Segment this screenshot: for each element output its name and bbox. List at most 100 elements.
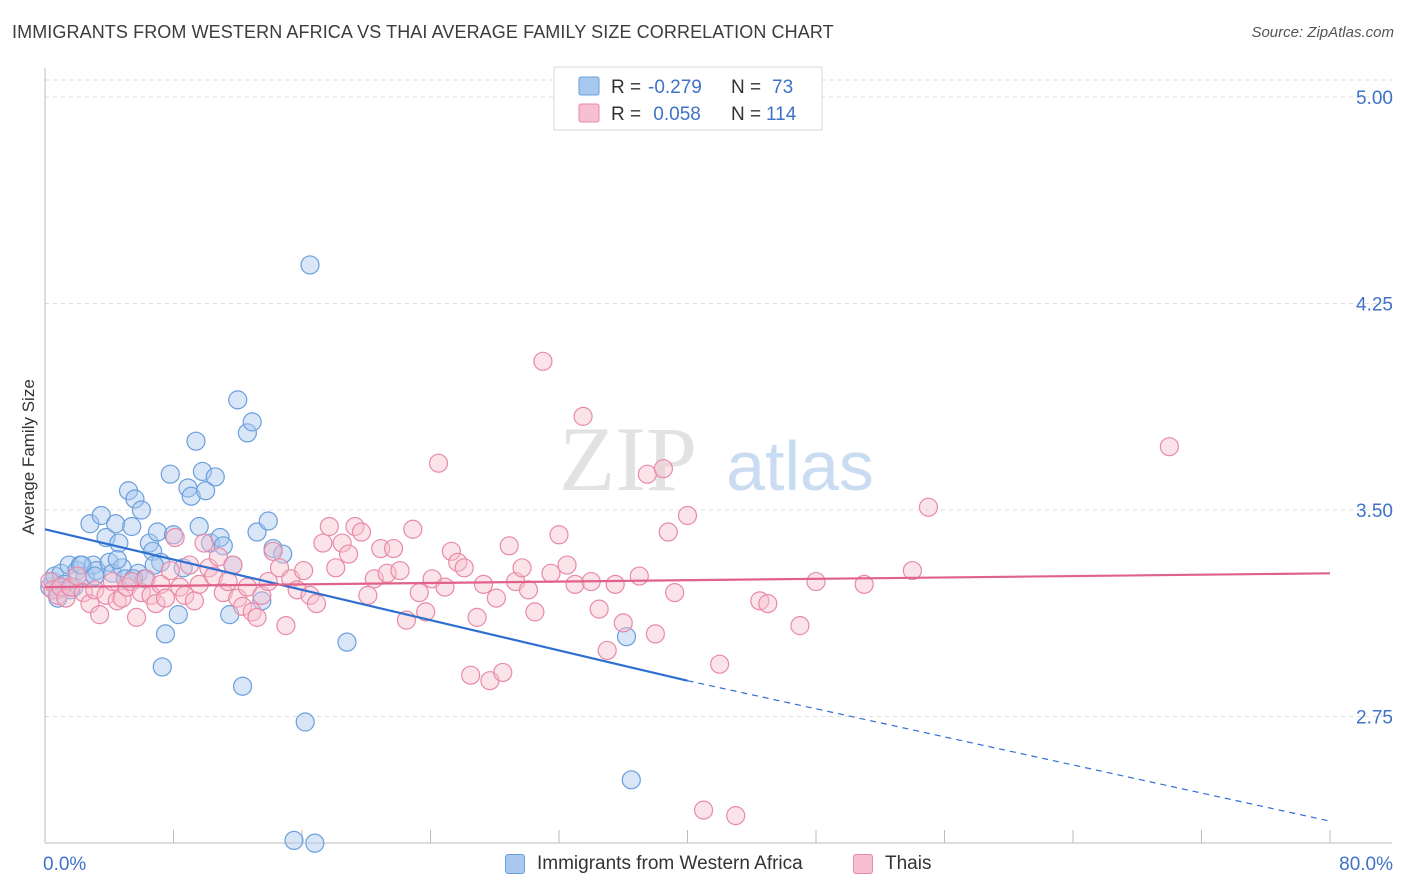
data-point-thais <box>557 555 577 575</box>
data-point-thais <box>146 594 166 614</box>
legend-n-label-pink: N = <box>731 104 761 125</box>
trend-lines <box>44 528 1331 822</box>
legend-n-value-pink: 114 <box>766 104 797 125</box>
data-point-thais <box>658 522 678 542</box>
data-point-thais <box>790 616 810 636</box>
data-point-western-africa <box>168 605 188 625</box>
data-point-thais <box>677 505 698 526</box>
data-point-thais <box>549 525 569 545</box>
data-point-thais <box>467 607 487 627</box>
data-point-western-africa <box>106 514 126 534</box>
data-point-thais <box>338 544 359 564</box>
data-point-thais <box>208 547 229 567</box>
y-tick-labels: 2.75 3.50 4.25 5.00 <box>1356 88 1393 729</box>
data-point-thais <box>319 516 339 537</box>
data-point-thais <box>565 574 585 594</box>
data-point-western-africa <box>186 431 206 451</box>
data-point-thais <box>155 588 176 608</box>
data-point-western-africa <box>228 390 248 410</box>
chart-title: IMMIGRANTS FROM WESTERN AFRICA VS THAI A… <box>12 22 834 42</box>
data-point-thais <box>90 605 110 625</box>
data-point-thais <box>533 351 553 371</box>
data-point-western-africa <box>147 522 168 542</box>
series-legend: Immigrants from Western Africa Thais <box>0 850 1406 880</box>
data-point-thais <box>645 624 665 644</box>
data-point-western-africa <box>131 500 151 520</box>
legend-item-western-africa: Immigrants from Western Africa <box>505 853 803 875</box>
data-point-western-africa <box>205 467 225 487</box>
data-point-thais <box>213 582 233 603</box>
data-point-thais <box>693 800 714 820</box>
data-point-western-africa <box>242 412 262 432</box>
data-point-thais <box>597 640 617 661</box>
data-point-thais <box>383 538 404 559</box>
legend-r-label-blue: R = <box>611 77 641 98</box>
data-point-thais <box>67 566 87 586</box>
data-point-thais <box>493 662 513 683</box>
x-tick-labels: 0.0% 80.0% <box>43 854 1393 875</box>
data-point-thais <box>589 599 609 619</box>
data-point-thais <box>525 602 545 622</box>
legend-label-western-africa: Immigrants from Western Africa <box>537 853 803 874</box>
y-tick-label: 5.00 <box>1356 88 1393 109</box>
data-point-thais <box>390 560 410 581</box>
data-point-thais <box>85 580 105 600</box>
legend-r-value-blue: -0.279 <box>648 77 702 98</box>
data-point-thais <box>294 560 314 581</box>
data-point-thais <box>726 806 746 826</box>
data-point-western-africa <box>305 833 325 853</box>
data-point-thais <box>403 519 423 539</box>
legend-item-thais: Thais <box>853 853 931 875</box>
data-point-thais <box>247 607 267 627</box>
data-point-thais <box>428 453 449 473</box>
data-point-thais <box>541 563 561 583</box>
data-point-thais <box>160 560 180 581</box>
data-point-western-africa <box>107 549 127 570</box>
data-point-western-africa <box>155 624 176 644</box>
trend-line-western-africa <box>44 528 688 682</box>
data-point-thais <box>126 607 147 627</box>
data-point-thais <box>518 580 539 600</box>
data-point-western-africa <box>284 830 304 851</box>
data-point-thais <box>416 602 436 622</box>
data-point-thais <box>473 574 494 594</box>
data-point-thais <box>461 665 481 685</box>
watermark-atlas: atlas <box>726 427 874 505</box>
data-point-thais <box>665 582 685 603</box>
data-point-western-africa <box>300 255 320 275</box>
legend-r-value-pink: 0.058 <box>648 104 701 125</box>
data-point-thais <box>629 566 649 586</box>
data-point-western-africa <box>109 533 129 553</box>
data-point-thais <box>73 582 94 603</box>
data-point-thais <box>184 591 204 611</box>
legend-swatch-western-africa <box>505 854 525 874</box>
data-point-thais <box>486 588 506 608</box>
data-point-thais <box>165 527 185 548</box>
data-point-western-africa <box>181 486 201 506</box>
data-point-western-africa <box>258 511 278 531</box>
data-point-western-africa <box>295 712 315 732</box>
data-point-thais <box>313 533 333 553</box>
data-point-thais <box>218 571 238 592</box>
data-point-thais <box>112 588 132 608</box>
y-tick-label: 4.25 <box>1356 295 1393 316</box>
data-point-western-africa <box>160 464 180 484</box>
y-axis-label: Average Family Size <box>19 379 38 535</box>
data-point-thais <box>710 654 730 674</box>
data-point-thais <box>194 533 214 553</box>
legend-swatch-blue <box>578 76 600 96</box>
y-tick-label: 3.50 <box>1356 501 1393 522</box>
data-point-thais <box>758 594 778 614</box>
data-point-thais <box>435 577 455 597</box>
data-point-thais <box>263 541 283 561</box>
data-point-thais <box>332 533 352 553</box>
watermark: ZIP atlas <box>559 408 874 510</box>
data-point-western-africa <box>337 632 357 652</box>
x-tick-label-max: 80.0% <box>1339 854 1393 875</box>
legend-swatch-pink <box>578 103 600 123</box>
legend-n-label-blue: N = <box>731 77 761 98</box>
series-western-africa-points <box>40 255 641 853</box>
legend-label-thais: Thais <box>885 853 932 874</box>
data-point-thais <box>56 588 76 608</box>
x-tick-label-min: 0.0% <box>43 854 86 875</box>
